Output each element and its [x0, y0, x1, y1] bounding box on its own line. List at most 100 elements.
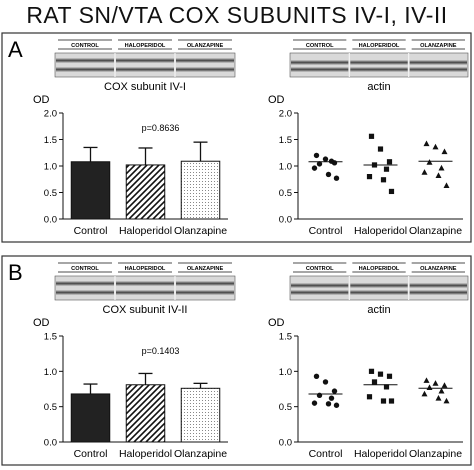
blot-band: [409, 60, 467, 65]
bar: [125, 164, 166, 220]
blot-band: [56, 58, 114, 63]
y-tick-label: 0.5: [279, 402, 292, 413]
y-tick-label: 0.0: [279, 215, 292, 226]
data-point: [435, 394, 442, 401]
data-point: [443, 182, 450, 189]
blot-band: [116, 67, 174, 72]
lane-label: OLANZAPINE: [187, 43, 224, 49]
panel-b: B: [1, 255, 472, 466]
x-tick-label: Olanzapine: [409, 225, 462, 237]
y-tick-label: 1.0: [279, 367, 292, 378]
lane-label: OLANZAPINE: [187, 266, 224, 272]
x-tick-label: Haloperidol: [119, 225, 172, 237]
blot-membrane: [54, 52, 236, 78]
data-point: [441, 382, 448, 388]
y-tick-label: 1.0: [279, 162, 292, 173]
data-point: [377, 146, 384, 152]
bar: [70, 161, 111, 220]
data-point: [313, 373, 320, 379]
blot-band: [350, 67, 408, 72]
x-tick-label: Control: [309, 448, 343, 460]
blot-caption: COX subunit IV-II: [103, 304, 188, 316]
y-tick-label: 0.5: [44, 188, 57, 199]
x-tick-label: Haloperidol: [119, 448, 172, 460]
data-point: [435, 172, 442, 178]
data-point: [383, 384, 390, 390]
data-point: [386, 159, 393, 165]
y-tick-label: 0.0: [44, 215, 57, 226]
data-point: [388, 398, 395, 404]
blot-a-right: CONTROL HALOPERIDOL OLANZAPINE actin: [289, 39, 469, 93]
bar: [70, 393, 111, 443]
data-point: [386, 373, 393, 379]
y-axis-label: OD: [33, 94, 50, 106]
data-point: [333, 402, 340, 408]
panel-border: [1, 32, 472, 243]
lane-label: HALOPERIDOL: [359, 43, 400, 49]
data-point: [426, 384, 433, 390]
y-tick-label: 0.0: [44, 438, 57, 449]
data-point: [383, 166, 390, 172]
data-point: [311, 165, 318, 171]
blot-band: [409, 67, 467, 72]
bar-chart-b: OD 0.0 0.5 1.0 1.5 Control Haloperidol Olanzapi…: [33, 317, 228, 460]
data-point: [432, 143, 439, 150]
data-point: [311, 400, 318, 406]
data-point: [328, 158, 335, 164]
x-tick-label: Olanzapine: [174, 225, 227, 237]
blot-caption: COX subunit IV-I: [104, 81, 186, 93]
x-tick-label: Haloperidol: [354, 225, 407, 237]
scatter-chart-a: OD 0.0 0.5 1.0 1.5 2.0 Control Haloperidol Olanz…: [268, 94, 463, 237]
data-point: [380, 177, 387, 183]
data-point: [325, 401, 332, 407]
lane-label: OLANZAPINE: [420, 266, 457, 272]
panel-a: A: [1, 32, 472, 243]
blot-band: [56, 281, 114, 286]
blot-band: [176, 281, 234, 286]
data-point: [368, 133, 375, 139]
blot-band: [350, 290, 408, 295]
x-tick-label: Control: [309, 225, 343, 237]
data-point: [322, 379, 329, 385]
scatter-chart-b: OD 0.0 0.5 1.0 1.5 Control Haloperidol Olanzapi…: [268, 317, 463, 460]
blot-band: [176, 67, 234, 72]
lane-label: HALOPERIDOL: [125, 43, 166, 49]
y-tick-label: 1.0: [44, 367, 57, 378]
panel-border: [1, 255, 472, 466]
x-tick-label: Control: [74, 448, 108, 460]
blot-band: [116, 58, 174, 63]
data-point: [322, 156, 329, 162]
y-tick-label: 1.5: [44, 135, 57, 146]
panel-letter: B: [8, 260, 23, 285]
data-point: [328, 395, 335, 401]
y-tick-label: 1.5: [279, 332, 292, 343]
data-point: [443, 397, 450, 404]
y-axis-label: OD: [268, 317, 285, 329]
data-point: [432, 380, 439, 386]
blot-band: [116, 290, 174, 295]
blot-band: [291, 283, 349, 288]
blot-band: [350, 60, 408, 65]
x-tick-label: Olanzapine: [174, 448, 227, 460]
y-tick-label: 2.0: [279, 109, 292, 120]
lane-label: CONTROL: [71, 266, 99, 272]
blot-band: [176, 58, 234, 63]
blot-a-left: CONTROL HALOPERIDOL OLANZAPINE COX subunit …: [54, 39, 236, 93]
y-tick-label: 2.0: [44, 109, 57, 120]
x-tick-label: Olanzapine: [409, 448, 462, 460]
x-tick-label: Haloperidol: [354, 448, 407, 460]
figure-title: RAT SN/VTA COX SUBUNITS IV-I, IV-II: [26, 2, 448, 28]
y-axis-label: OD: [268, 94, 285, 106]
lane-label: CONTROL: [306, 43, 334, 49]
data-point: [441, 148, 448, 155]
data-point: [366, 174, 373, 180]
data-point: [388, 188, 395, 195]
blot-b-right: CONTROL HALOPERIDOL OLANZAPINE actin: [289, 262, 469, 316]
lane-label: CONTROL: [71, 43, 99, 49]
panel-letter: A: [8, 37, 23, 62]
data-point: [316, 161, 323, 167]
blot-band: [291, 290, 349, 295]
data-point: [438, 164, 445, 171]
lane-label: HALOPERIDOL: [125, 266, 166, 272]
